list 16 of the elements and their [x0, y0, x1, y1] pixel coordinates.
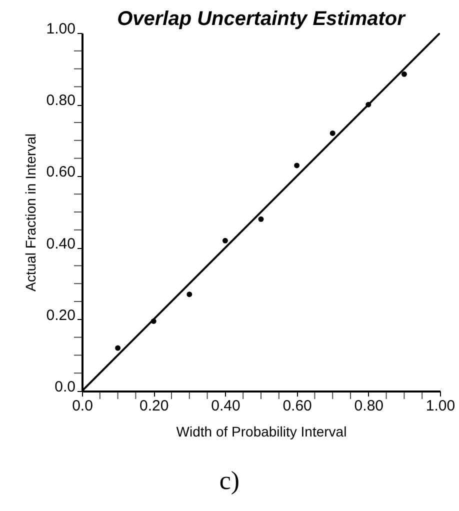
y-tick-label: 1.00	[46, 20, 76, 38]
x-tick-label: 0.80	[354, 398, 384, 414]
text: c)	[218, 466, 241, 496]
x-tick-label: 0.20	[140, 398, 169, 414]
y-tick-label: 0.80	[46, 92, 76, 110]
y-tick-label: 0.20	[46, 306, 76, 324]
y-tick-label: 0.60	[46, 164, 76, 181]
x-tick-label: 1.00	[426, 398, 456, 414]
x-axis-title: Width of Probability Interval	[176, 424, 347, 440]
x-tick-label: 0.40	[211, 398, 240, 414]
chart-title: Overlap Uncertainty Estimator	[117, 8, 406, 30]
x-tick-label: 0.60	[282, 398, 312, 414]
y-tick-label: 0.0	[54, 378, 76, 396]
y-axis-title: Actual Fraction in Interval	[22, 134, 38, 292]
y-tick-label: 0.40	[46, 235, 76, 252]
x-tick-label: 0.0	[72, 398, 93, 414]
